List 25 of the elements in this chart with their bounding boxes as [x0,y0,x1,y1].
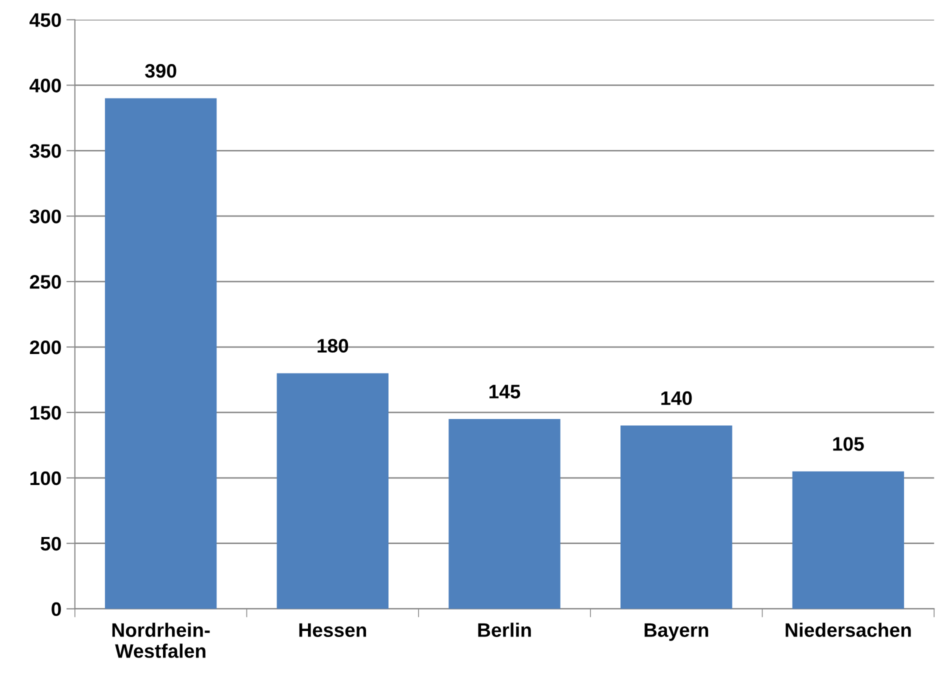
y-tick-label: 350 [30,144,61,158]
y-tick-label: 200 [30,340,61,354]
data-label: 180 [318,338,348,353]
y-tick-label: 400 [30,78,61,92]
data-label: 390 [145,64,176,78]
data-label: 145 [490,384,520,398]
data-label: 140 [661,391,692,406]
x-tick-label: Hessen [299,623,366,637]
bar [620,426,732,609]
y-tick-label: 50 [40,536,61,551]
x-tick-label: Nordrhein- Westfalen [112,622,210,658]
y-tick-label: 250 [30,275,61,289]
data-label: 105 [833,437,864,451]
y-tick-label: 450 [30,13,61,27]
y-tick-label: 100 [30,471,61,486]
bar [276,373,389,609]
y-tick-label: 150 [30,406,61,420]
x-tick-label: Berlin [478,622,531,637]
bar [448,419,560,609]
x-tick-label: Bayern [644,623,708,641]
bar [104,98,217,609]
bar [792,471,904,609]
y-tick-label: 300 [30,210,61,224]
x-tick-label: Niedersachen [786,622,911,637]
y-tick-label: 0 [52,602,61,616]
